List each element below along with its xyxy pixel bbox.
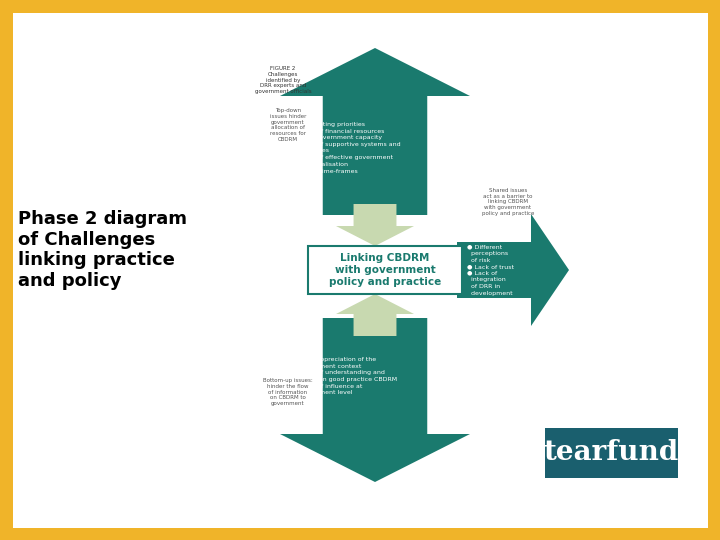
Polygon shape <box>457 214 569 326</box>
Text: FIGURE 2
Challenges
identified by
DRR experts and
government officials: FIGURE 2 Challenges identified by DRR ex… <box>255 66 311 94</box>
Polygon shape <box>336 294 414 336</box>
Text: tearfund: tearfund <box>544 440 679 467</box>
Text: ● Different
  perceptions
  of risk
● Lack of trust
● Lack of
  integration
  of: ● Different perceptions of risk ● Lack o… <box>467 245 514 295</box>
Polygon shape <box>280 318 470 482</box>
Polygon shape <box>336 204 414 246</box>
Text: Shared issues
act as a barrier to
linking CBDRM
with government
policy and pract: Shared issues act as a barrier to linkin… <box>482 188 534 216</box>
Polygon shape <box>280 48 470 215</box>
Text: Linking CBDRM
with government
policy and practice: Linking CBDRM with government policy and… <box>329 253 441 287</box>
FancyBboxPatch shape <box>308 246 462 294</box>
Text: Top-down
issues hinder
government
allocation of
resources for
CBDRM: Top-down issues hinder government alloca… <box>270 108 306 142</box>
Text: Phase 2 diagram
of Challenges
linking practice
and policy: Phase 2 diagram of Challenges linking pr… <box>18 210 187 290</box>
Text: Bottom-up issues:
hinder the flow
of information
on CBDRM to
government: Bottom-up issues: hinder the flow of inf… <box>263 378 313 406</box>
Text: ● Poor appreciation of the
  government context
● Lack of understanding and
  cl: ● Poor appreciation of the government co… <box>293 357 397 395</box>
Text: ● Competing priorities
● Lack of financial resources
● Low government capacity
●: ● Competing priorities ● Lack of financi… <box>293 122 400 173</box>
FancyBboxPatch shape <box>545 428 678 478</box>
